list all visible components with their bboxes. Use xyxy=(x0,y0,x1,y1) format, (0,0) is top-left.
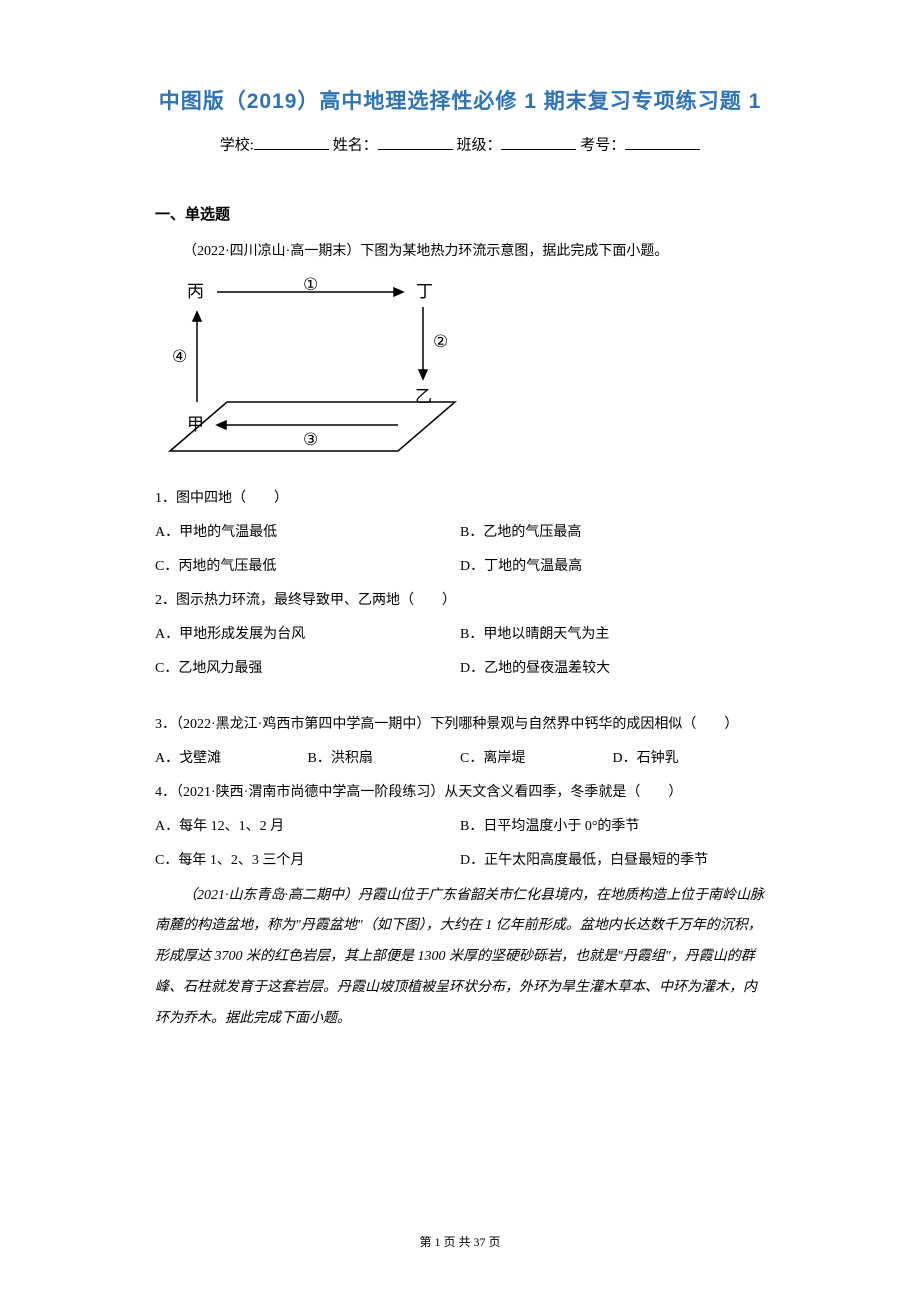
label-jia: 甲 xyxy=(187,415,204,434)
q1-opt-b: B．乙地的气压最高 xyxy=(460,519,765,547)
q1-opts-row2: C．丙地的气压最低 D．丁地的气温最高 xyxy=(155,553,765,581)
q1-context: （2022·四川凉山·高一期末）下图为某地热力环流示意图，据此完成下面小题。 xyxy=(155,238,765,266)
q1-opt-d: D．丁地的气温最高 xyxy=(460,553,765,581)
q3-opts: A．戈壁滩 B．洪积扇 C．离岸堤 D．石钟乳 xyxy=(155,745,765,773)
q4-opt-d: D．正午太阳高度最低，白昼最短的季节 xyxy=(460,847,765,875)
q2-opts-row1: A．甲地形成发展为台风 B．甲地以晴朗天气为主 xyxy=(155,621,765,649)
num-4: ④ xyxy=(172,347,187,366)
examno-label: 考号： xyxy=(580,138,625,154)
q3-stem: 3．（2022·黑龙江·鸡西市第四中学高一期中）下列哪种景观与自然界中钙华的成因… xyxy=(155,711,765,739)
class-blank xyxy=(501,133,576,150)
q2-stem: 2．图示热力环流，最终导致甲、乙两地（ ） xyxy=(155,587,765,615)
num-2: ② xyxy=(433,332,448,351)
q4-opt-b: B．日平均温度小于 0°的季节 xyxy=(460,813,765,841)
passage-danxia: （2021·山东青岛·高二期中）丹霞山位于广东省韶关市仁化县境内，在地质构造上位… xyxy=(155,881,765,1035)
q2-opt-d: D．乙地的昼夜温差较大 xyxy=(460,655,765,683)
q4-opt-c: C．每年 1、2、3 三个月 xyxy=(155,847,460,875)
page-footer: 第 1 页 共 37 页 xyxy=(0,1233,920,1250)
q4-opt-a: A．每年 12、1、2 月 xyxy=(155,813,460,841)
form-line: 学校: 姓名： 班级： 考号： xyxy=(155,133,765,155)
examno-blank xyxy=(625,133,700,150)
q4-opts-row2: C．每年 1、2、3 三个月 D．正午太阳高度最低，白昼最短的季节 xyxy=(155,847,765,875)
page-title: 中图版（2019）高中地理选择性必修 1 期末复习专项练习题 1 xyxy=(155,85,765,115)
q3-opt-c: C．离岸堤 xyxy=(460,745,613,773)
q2-opt-b: B．甲地以晴朗天气为主 xyxy=(460,621,765,649)
thermal-circulation-diagram: 丙 丁 甲 乙 ① ② ③ ④ xyxy=(165,274,765,469)
name-blank xyxy=(378,133,453,150)
q2-opts-row2: C．乙地风力最强 D．乙地的昼夜温差较大 xyxy=(155,655,765,683)
q3-opt-b: B．洪积扇 xyxy=(308,745,461,773)
q4-stem: 4．（2021·陕西·渭南市尚德中学高一阶段练习）从天文含义看四季，冬季就是（ … xyxy=(155,779,765,807)
class-label: 班级： xyxy=(456,138,501,154)
label-ding: 丁 xyxy=(416,282,433,301)
num-1: ① xyxy=(303,275,318,294)
q1-stem: 1．图中四地（ ） xyxy=(155,485,765,513)
num-3: ③ xyxy=(303,430,318,449)
q2-opt-a: A．甲地形成发展为台风 xyxy=(155,621,460,649)
name-label: 姓名： xyxy=(333,138,378,154)
q1-opt-a: A．甲地的气温最低 xyxy=(155,519,460,547)
q2-opt-c: C．乙地风力最强 xyxy=(155,655,460,683)
q1-opt-c: C．丙地的气压最低 xyxy=(155,553,460,581)
q1-opts-row1: A．甲地的气温最低 B．乙地的气压最高 xyxy=(155,519,765,547)
q3-opt-d: D．石钟乳 xyxy=(613,745,766,773)
q3-opt-a: A．戈壁滩 xyxy=(155,745,308,773)
school-blank xyxy=(254,133,329,150)
q4-opts-row1: A．每年 12、1、2 月 B．日平均温度小于 0°的季节 xyxy=(155,813,765,841)
school-label: 学校: xyxy=(220,138,254,154)
section-header: 一、单选题 xyxy=(155,203,765,224)
label-bing: 丙 xyxy=(187,282,204,301)
label-yi: 乙 xyxy=(415,387,432,406)
